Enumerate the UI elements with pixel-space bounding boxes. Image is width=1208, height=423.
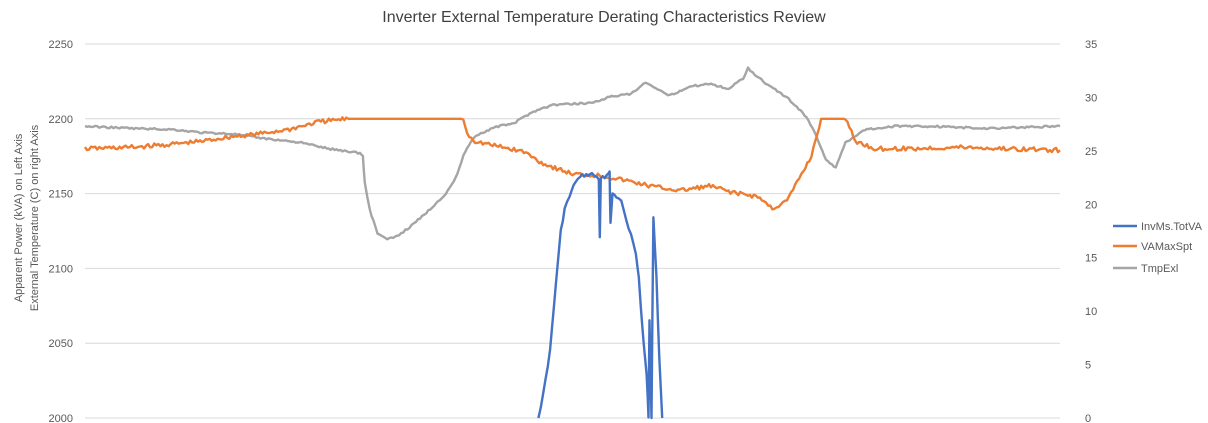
legend-label: VAMaxSpt — [1141, 241, 1192, 253]
series-line-tmpexl — [84, 66, 1061, 241]
right-tick-label: 15 — [1085, 253, 1097, 265]
left-tick-label: 2100 — [49, 263, 73, 275]
series-line-invms-totva — [537, 170, 664, 420]
series-line-vamaxspt — [84, 116, 1061, 211]
left-axis-ticks: 2000 2050 2100 2150 2200 2250 — [49, 39, 73, 423]
left-tick-label: 2250 — [49, 39, 73, 51]
left-axis-title-group: Apparent Power (kVA) on Left Axis — [13, 133, 25, 302]
right-tick-label: 0 — [1085, 413, 1091, 423]
left-axis-title-line1: Apparent Power (kVA) on Left Axis — [13, 133, 25, 302]
right-tick-label: 30 — [1085, 92, 1097, 104]
left-tick-label: 2200 — [49, 114, 73, 126]
right-tick-label: 5 — [1085, 360, 1091, 372]
chart-title: Inverter External Temperature Derating C… — [382, 9, 826, 26]
right-tick-label: 10 — [1085, 306, 1097, 318]
right-tick-label: 35 — [1085, 39, 1097, 51]
left-tick-label: 2050 — [49, 338, 73, 350]
left-tick-label: 2150 — [49, 189, 73, 201]
right-axis-ticks: 0 5 10 15 20 25 30 35 — [1085, 39, 1097, 423]
right-tick-label: 20 — [1085, 199, 1097, 211]
left-tick-label: 2000 — [49, 413, 73, 423]
gridlines — [85, 43, 1060, 344]
legend: InvMs.TotVA VAMaxSpt TmpExl — [1113, 221, 1203, 275]
legend-label: InvMs.TotVA — [1141, 221, 1203, 233]
right-tick-label: 25 — [1085, 146, 1097, 158]
left-axis-title-line2: External Temperature (C) on right Axis — [29, 124, 41, 311]
left-axis-title-group-2: External Temperature (C) on right Axis — [29, 124, 41, 311]
series-layer — [84, 66, 1061, 420]
legend-label: TmpExl — [1141, 263, 1178, 275]
